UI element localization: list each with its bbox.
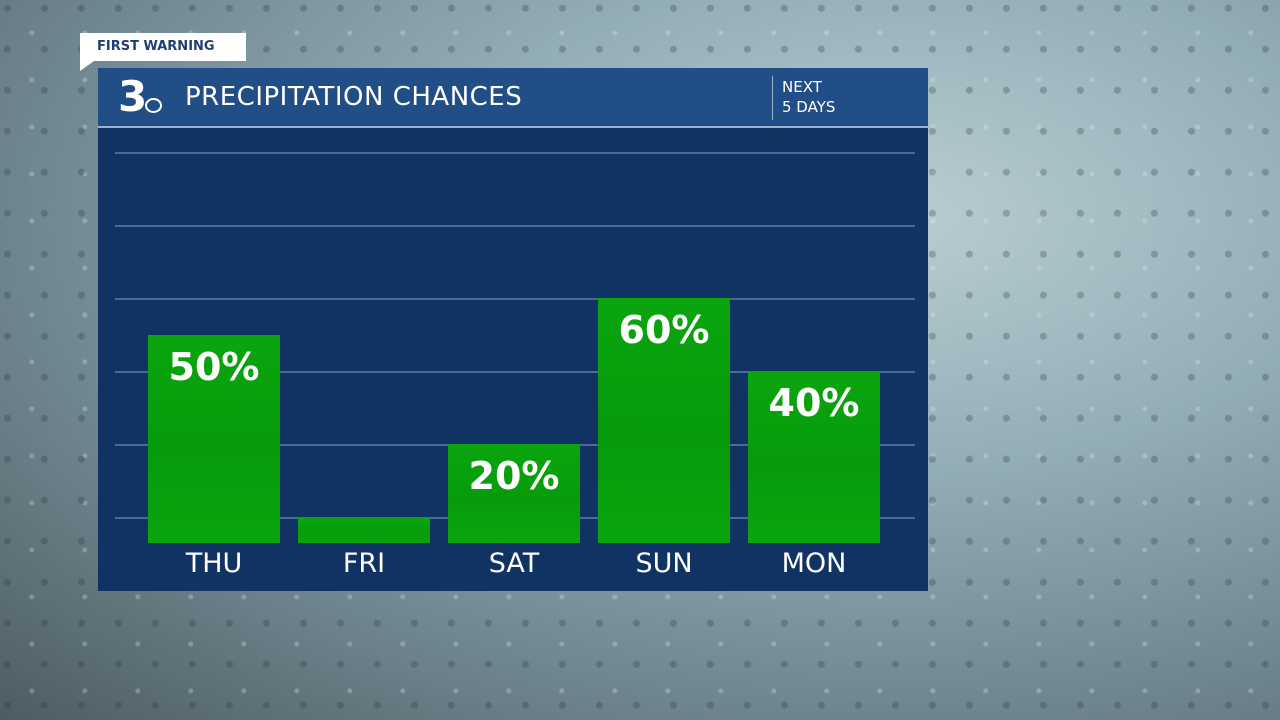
day-label: MON <box>781 548 847 579</box>
bar-sun: 60% <box>598 298 730 543</box>
badge-label: FIRST WARNING <box>97 39 215 54</box>
chart-panel: 3 PRECIPITATION CHANCES NEXT 5 DAYS 50% … <box>98 68 928 591</box>
bar-fri <box>298 518 430 543</box>
bar-thu: 50% <box>148 335 280 543</box>
bar-mon: 40% <box>748 371 880 543</box>
chart-title: PRECIPITATION CHANCES <box>185 82 523 112</box>
bar-value: 50% <box>168 345 260 389</box>
bar-value: 20% <box>468 454 560 498</box>
station-logo: 3 <box>118 72 148 121</box>
first-warning-badge: FIRST WARNING <box>80 33 246 61</box>
badge-tail <box>80 61 94 71</box>
day-label: THU <box>185 548 243 579</box>
gridline <box>115 225 915 227</box>
chart-header: 3 PRECIPITATION CHANCES NEXT 5 DAYS <box>98 68 928 128</box>
period-line-2: 5 DAYS <box>782 98 836 116</box>
period-line-1: NEXT <box>782 78 822 96</box>
header-divider <box>772 76 773 120</box>
gridline <box>115 371 915 373</box>
bar-value: 60% <box>618 308 710 352</box>
bar-sat: 20% <box>448 444 580 543</box>
period-label: NEXT 5 DAYS <box>782 77 835 117</box>
gridline <box>115 298 915 300</box>
day-label: SAT <box>488 548 540 579</box>
bar-value: 40% <box>768 381 860 425</box>
day-label: SUN <box>635 548 693 579</box>
cbs-eye-icon <box>145 98 162 113</box>
gridline <box>115 152 915 154</box>
chart-area: 50% 20% 60% 40% THU FRI SAT SUN MON <box>98 128 928 591</box>
day-label: FRI <box>342 548 386 579</box>
